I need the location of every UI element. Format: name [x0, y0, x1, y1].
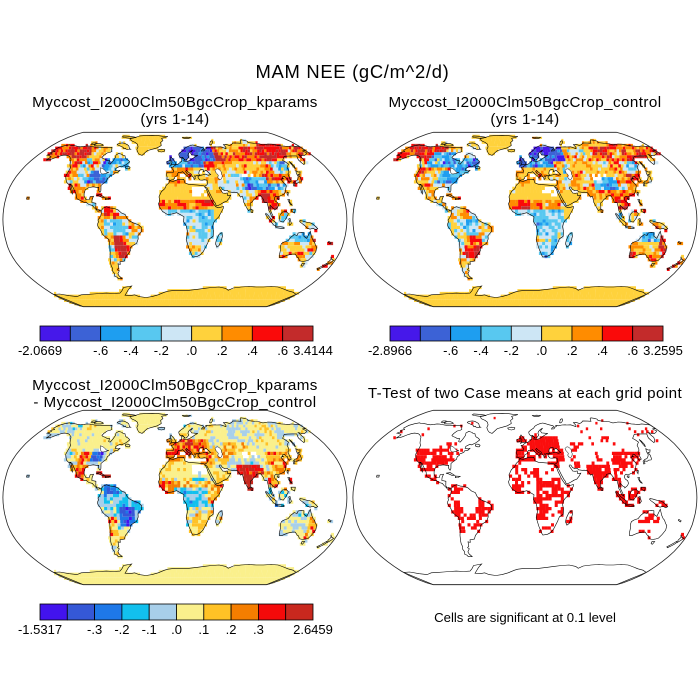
svg-text:- Myccost_I2000Clm50BgcCrop_co: - Myccost_I2000Clm50BgcCrop_control	[33, 394, 316, 411]
svg-text:3.4144: 3.4144	[293, 343, 333, 358]
svg-text:Myccost_I2000Clm50BgcCrop_cont: Myccost_I2000Clm50BgcCrop_control	[388, 94, 661, 111]
svg-text:Myccost_I2000Clm50BgcCrop_kpar: Myccost_I2000Clm50BgcCrop_kparams	[32, 377, 318, 394]
svg-text:MAM NEE (gC/m^2/d): MAM NEE (gC/m^2/d)	[256, 61, 450, 82]
svg-text:-.6: -.6	[93, 343, 108, 358]
svg-text:T-Test of two Case means at ea: T-Test of two Case means at each grid po…	[368, 385, 683, 402]
svg-text:-.3: -.3	[87, 622, 102, 637]
svg-text:(yrs 1-14): (yrs 1-14)	[140, 111, 209, 128]
svg-text:-.6: -.6	[443, 343, 458, 358]
svg-text:-.4: -.4	[473, 343, 488, 358]
svg-text:-.2: -.2	[154, 343, 169, 358]
svg-text:.6: .6	[277, 343, 288, 358]
svg-text:-.2: -.2	[504, 343, 519, 358]
svg-text:.6: .6	[627, 343, 638, 358]
svg-text:(yrs 1-14): (yrs 1-14)	[490, 111, 559, 128]
svg-text:.4: .4	[597, 343, 608, 358]
svg-text:.0: .0	[171, 622, 182, 637]
svg-text:.0: .0	[186, 343, 197, 358]
svg-text:-2.8966: -2.8966	[368, 343, 412, 358]
svg-text:3.2595: 3.2595	[643, 343, 683, 358]
svg-text:2.6459: 2.6459	[293, 622, 333, 637]
svg-text:.2: .2	[217, 343, 228, 358]
svg-text:-2.0669: -2.0669	[18, 343, 62, 358]
svg-text:-.2: -.2	[114, 622, 129, 637]
svg-text:-1.5317: -1.5317	[18, 622, 62, 637]
svg-text:.3: .3	[253, 622, 264, 637]
svg-text:-.1: -.1	[142, 622, 157, 637]
svg-text:-.4: -.4	[123, 343, 138, 358]
svg-text:Cells are significant at 0.1 l: Cells are significant at 0.1 level	[434, 610, 616, 625]
svg-text:.0: .0	[536, 343, 547, 358]
svg-text:.1: .1	[198, 622, 209, 637]
svg-text:.2: .2	[226, 622, 237, 637]
svg-text:.4: .4	[247, 343, 258, 358]
svg-text:Myccost_I2000Clm50BgcCrop_kpar: Myccost_I2000Clm50BgcCrop_kparams	[32, 94, 318, 111]
svg-text:.2: .2	[567, 343, 578, 358]
